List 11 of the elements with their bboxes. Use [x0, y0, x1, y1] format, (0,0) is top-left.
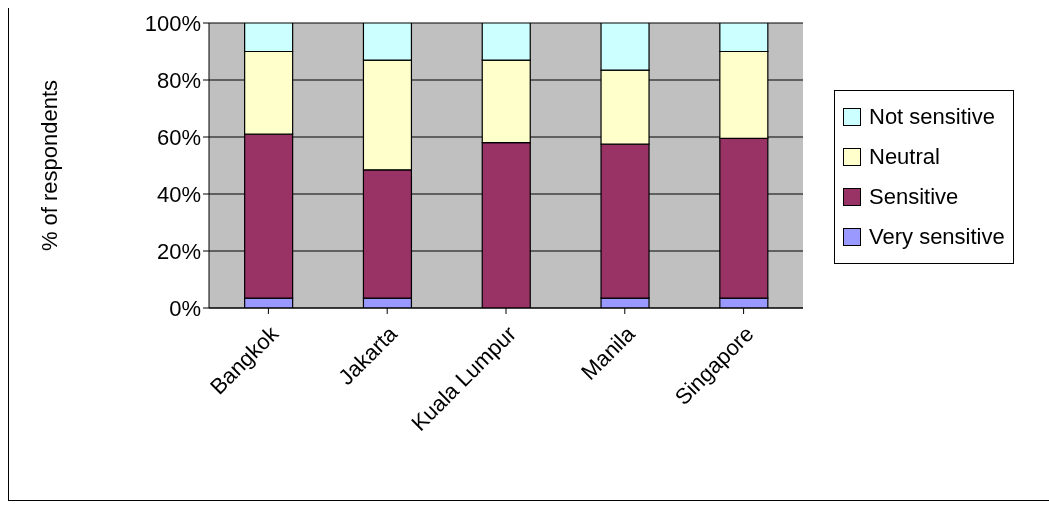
legend-label: Not sensitive: [869, 104, 995, 130]
y-axis-title: % of respondents: [36, 79, 62, 252]
y-tick-label: 100%: [144, 10, 201, 36]
legend-label: Neutral: [869, 144, 940, 170]
y-tick-label: 20%: [156, 238, 201, 264]
y-tick-label: 80%: [156, 67, 201, 93]
y-tick-label: 60%: [156, 124, 201, 150]
legend-label: Sensitive: [869, 184, 959, 210]
y-tick-label: 0%: [169, 295, 201, 321]
y-tick-label: 40%: [156, 181, 201, 207]
legend-label: Very sensitive: [869, 224, 1005, 250]
